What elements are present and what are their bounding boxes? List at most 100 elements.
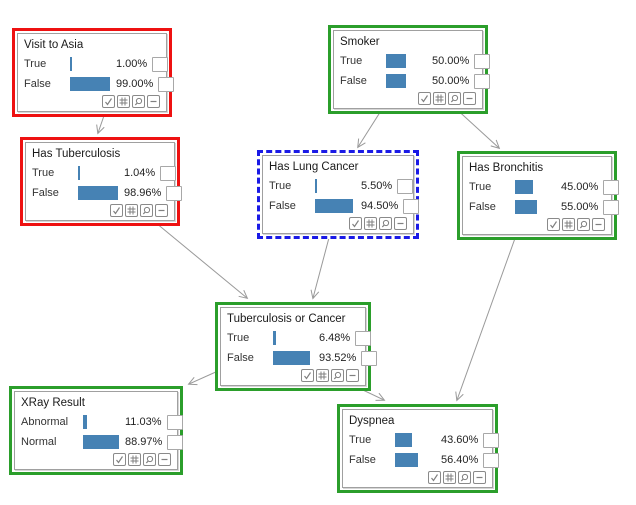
- state-label: False: [349, 454, 376, 466]
- evidence-checkbox[interactable]: [474, 53, 491, 69]
- check-icon[interactable]: [349, 217, 362, 230]
- probability-value: 11.03%: [125, 416, 162, 428]
- evidence-checkbox[interactable]: [403, 198, 420, 214]
- evidence-checkbox[interactable]: [152, 56, 169, 72]
- grid-table-icon[interactable]: [364, 217, 377, 230]
- probability-bar-track: [70, 77, 116, 91]
- evidence-checkbox[interactable]: [361, 350, 378, 366]
- evidence-checkbox[interactable]: [158, 76, 175, 92]
- probability-value: 94.50%: [361, 200, 399, 212]
- evidence-checkbox[interactable]: [603, 179, 620, 195]
- node-smoker[interactable]: Smoker True 50.00% False 50.00%: [328, 25, 491, 114]
- collapse-minus-icon[interactable]: [147, 95, 160, 108]
- state-label: Abnormal: [21, 416, 69, 428]
- collapse-minus-icon[interactable]: [473, 471, 486, 484]
- probability-bar-track: [395, 453, 441, 467]
- grid-table-icon[interactable]: [128, 453, 141, 466]
- collapse-minus-icon[interactable]: [394, 217, 407, 230]
- state-row: True 1.00%: [24, 54, 169, 74]
- grid-table-icon[interactable]: [562, 218, 575, 231]
- grid-table-icon[interactable]: [316, 369, 329, 382]
- probability-value: 50.00%: [432, 75, 470, 87]
- probability-bar: [78, 166, 80, 180]
- edge-tuberculosis-or-cancer-xray-result: [189, 370, 219, 384]
- evidence-checkbox[interactable]: [603, 199, 620, 215]
- magnifier-icon[interactable]: [458, 471, 471, 484]
- evidence-checkbox[interactable]: [474, 73, 491, 89]
- collapse-minus-icon[interactable]: [346, 369, 359, 382]
- evidence-checkbox[interactable]: [167, 434, 184, 450]
- probability-value: 45.00%: [561, 181, 599, 193]
- node-title: Has Bronchitis: [469, 162, 544, 174]
- state-label: False: [469, 201, 496, 213]
- grid-table-icon[interactable]: [433, 92, 446, 105]
- collapse-minus-icon[interactable]: [463, 92, 476, 105]
- magnifier-icon[interactable]: [448, 92, 461, 105]
- check-icon[interactable]: [301, 369, 314, 382]
- node-toolbar: [349, 471, 486, 485]
- magnifier-icon[interactable]: [132, 95, 145, 108]
- collapse-minus-icon[interactable]: [155, 204, 168, 217]
- probability-value: 56.40%: [441, 454, 479, 466]
- collapse-minus-icon[interactable]: [592, 218, 605, 231]
- state-row: False 55.00%: [469, 197, 620, 217]
- node-body: Visit to Asia True 1.00% False 99.00%: [17, 33, 175, 112]
- magnifier-icon[interactable]: [140, 204, 153, 217]
- grid-table-icon[interactable]: [125, 204, 138, 217]
- evidence-checkbox[interactable]: [397, 178, 414, 194]
- state-label: True: [349, 434, 372, 446]
- magnifier-icon[interactable]: [379, 217, 392, 230]
- probability-bar: [70, 77, 110, 91]
- node-tuberculosis-or-cancer[interactable]: Tuberculosis or Cancer True 6.48% False 93.5…: [215, 302, 378, 391]
- state-label: False: [32, 187, 59, 199]
- node-body: XRay Result Abnormal 11.03% Normal 88.97%: [14, 391, 184, 470]
- magnifier-icon[interactable]: [143, 453, 156, 466]
- evidence-checkbox[interactable]: [483, 432, 500, 448]
- node-toolbar: [269, 217, 407, 231]
- probability-bar-track: [315, 199, 361, 213]
- probability-bar-track: [395, 433, 441, 447]
- state-row: True 50.00%: [340, 51, 491, 71]
- check-icon[interactable]: [110, 204, 123, 217]
- node-title: Has Lung Cancer: [269, 161, 359, 173]
- probability-bar-track: [83, 415, 125, 429]
- check-icon[interactable]: [418, 92, 431, 105]
- probability-bar: [273, 331, 276, 345]
- node-has-bronchitis[interactable]: Has Bronchitis True 45.00% False 55.00%: [457, 151, 620, 240]
- probability-value: 1.00%: [116, 58, 148, 70]
- evidence-checkbox[interactable]: [160, 165, 177, 181]
- node-has-lung-cancer[interactable]: Has Lung Cancer True 5.50% False 94.50%: [257, 150, 420, 239]
- state-row: True 6.48%: [227, 328, 372, 348]
- check-icon[interactable]: [113, 453, 126, 466]
- check-icon[interactable]: [547, 218, 560, 231]
- node-title: Visit to Asia: [24, 39, 84, 51]
- grid-table-icon[interactable]: [117, 95, 130, 108]
- magnifier-icon[interactable]: [577, 218, 590, 231]
- probability-bar-track: [315, 179, 361, 193]
- probability-bar: [515, 180, 533, 194]
- state-label: False: [340, 75, 367, 87]
- check-icon[interactable]: [428, 471, 441, 484]
- state-label: False: [269, 200, 296, 212]
- node-has-tuberculosis[interactable]: Has Tuberculosis True 1.04% False 98.96%: [20, 137, 183, 226]
- node-toolbar: [24, 95, 160, 109]
- collapse-minus-icon[interactable]: [158, 453, 171, 466]
- magnifier-icon[interactable]: [331, 369, 344, 382]
- state-row: False 56.40%: [349, 450, 500, 470]
- evidence-checkbox[interactable]: [166, 414, 183, 430]
- evidence-checkbox[interactable]: [483, 452, 500, 468]
- check-icon[interactable]: [102, 95, 115, 108]
- probability-bar-track: [273, 331, 319, 345]
- node-xray-result[interactable]: XRay Result Abnormal 11.03% Normal 88.97%: [9, 386, 184, 475]
- node-toolbar: [32, 204, 168, 218]
- probability-bar: [83, 435, 119, 449]
- probability-bar-track: [273, 351, 319, 365]
- probability-value: 55.00%: [561, 201, 599, 213]
- node-visit-to-asia[interactable]: Visit to Asia True 1.00% False 99.00%: [12, 28, 175, 117]
- evidence-checkbox[interactable]: [166, 185, 183, 201]
- probability-bar: [83, 415, 88, 429]
- grid-table-icon[interactable]: [443, 471, 456, 484]
- node-dyspnea[interactable]: Dyspnea True 43.60% False 56.40%: [337, 404, 500, 493]
- evidence-checkbox[interactable]: [355, 330, 372, 346]
